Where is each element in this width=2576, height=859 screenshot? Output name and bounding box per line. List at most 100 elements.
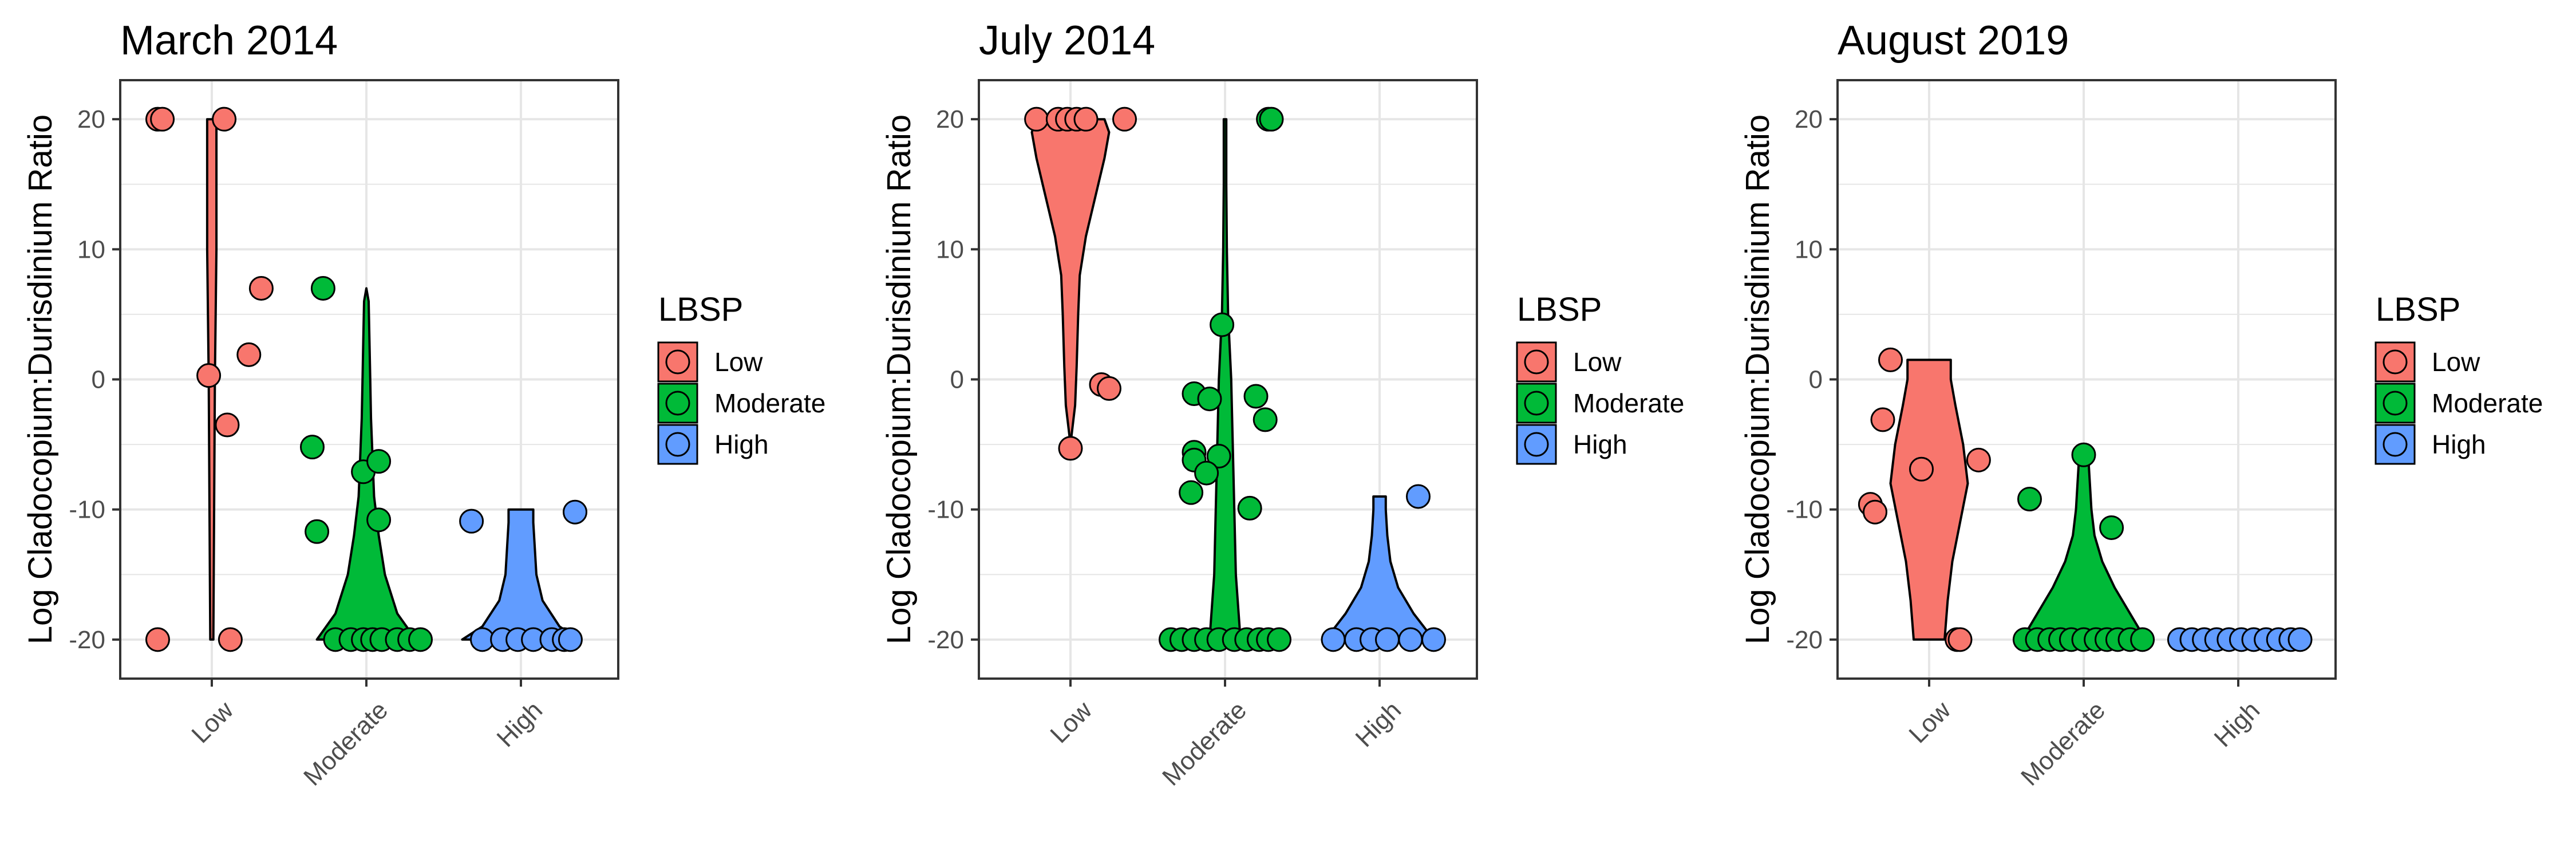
violin-low	[1889, 358, 1969, 641]
data-point-low	[1947, 627, 1973, 652]
data-point-high	[1375, 627, 1400, 652]
x-tick-label: Low	[1903, 696, 1956, 748]
data-point-moderate	[366, 449, 392, 474]
data-point-low	[1112, 107, 1137, 132]
legend-symbol-low	[2383, 349, 2408, 375]
y-tick-label: 0	[950, 366, 964, 394]
data-point-high	[1398, 627, 1423, 652]
data-point-low	[1909, 456, 1934, 482]
y-tick-label: -10	[69, 496, 105, 524]
chart-title: March 2014	[120, 18, 338, 64]
legend-symbol-high	[1524, 432, 1549, 457]
y-axis-label: Log Cladocopium:Durisdinium Ratio	[1739, 115, 1776, 644]
chart-panel-0: -20 -10 0 10 20 Low Moderate High March 2014 Log …	[22, 18, 825, 791]
y-tick-label: 10	[936, 235, 964, 263]
data-point-moderate	[2017, 487, 2042, 511]
violin-high	[1324, 495, 1435, 641]
legend-label: High	[2432, 430, 2486, 459]
data-point-low	[1058, 436, 1083, 461]
data-point-moderate	[1206, 444, 1231, 469]
y-tick-label: 10	[1795, 235, 1823, 263]
legend-label: Moderate	[1573, 388, 1684, 418]
data-point-moderate	[305, 519, 330, 544]
data-point-high	[563, 499, 587, 525]
data-point-low	[1870, 407, 1895, 432]
data-point-moderate	[1179, 480, 1204, 505]
data-point-high	[2287, 627, 2313, 652]
y-tick-label: -10	[927, 496, 964, 524]
data-point-moderate	[408, 627, 433, 652]
data-point-high	[1321, 627, 1346, 652]
y-axis-label: Log Cladocopium:Durisdinium Ratio	[22, 115, 59, 644]
data-point-moderate	[1259, 107, 1284, 132]
x-tick-label: Low	[186, 696, 239, 748]
y-tick-label: 20	[77, 105, 105, 133]
data-point-low	[1878, 347, 1903, 372]
x-tick-label: High	[491, 696, 548, 752]
legend-symbol-moderate	[2383, 391, 2408, 416]
data-point-moderate	[2099, 515, 2124, 540]
legend-label: High	[714, 430, 769, 459]
x-tick-label: High	[1350, 696, 1406, 752]
data-point-low	[1863, 499, 1887, 525]
legend-label: Low	[1573, 347, 1622, 377]
legend-symbol-high	[665, 432, 690, 457]
data-point-moderate	[1243, 384, 1269, 409]
data-point-low	[1024, 107, 1049, 132]
x-tick-label: Moderate	[2016, 696, 2111, 791]
legend-label: Low	[2432, 347, 2480, 377]
y-tick-label: 0	[1809, 366, 1823, 394]
data-point-low	[150, 107, 175, 132]
chart-panel-1: -20 -10 0 10 20 Low Moderate High July 2014 Log C…	[880, 18, 1684, 791]
data-point-low	[1097, 376, 1121, 401]
legend-label: Moderate	[2432, 388, 2543, 418]
data-point-low	[215, 412, 240, 438]
legend-title: LBSP	[1517, 291, 1602, 328]
data-point-moderate	[1253, 407, 1278, 432]
y-tick-label: -20	[927, 626, 964, 654]
data-point-low	[248, 275, 274, 301]
data-point-moderate	[1194, 460, 1219, 486]
legend-symbol-low	[665, 349, 690, 375]
data-point-low	[212, 107, 237, 132]
data-point-moderate	[366, 507, 392, 533]
data-point-high	[558, 627, 583, 652]
data-point-moderate	[1197, 387, 1222, 412]
data-point-moderate	[1210, 312, 1235, 337]
y-tick-label: 10	[77, 235, 105, 263]
legend-label: Low	[714, 347, 763, 377]
data-point-low	[236, 342, 262, 367]
chart-title: August 2019	[1838, 18, 2069, 64]
data-point-moderate	[1237, 495, 1262, 521]
legend-symbol-low	[1524, 349, 1549, 375]
data-point-moderate	[1267, 627, 1291, 652]
data-point-high	[1421, 627, 1446, 652]
legend-title: LBSP	[658, 291, 743, 328]
y-tick-label: -20	[69, 626, 105, 654]
data-point-low	[1966, 447, 1991, 472]
violin-moderate	[1208, 118, 1242, 641]
y-tick-label: 0	[92, 366, 105, 394]
y-tick-label: -20	[1786, 626, 1823, 654]
violin-high	[461, 508, 581, 641]
legend-title: LBSP	[2376, 291, 2460, 328]
legend-symbol-moderate	[665, 391, 690, 416]
data-point-moderate	[300, 435, 325, 460]
data-point-moderate	[2071, 442, 2096, 467]
y-tick-label: 20	[936, 105, 964, 133]
legend-symbol-moderate	[1524, 391, 1549, 416]
y-tick-label: 20	[1795, 105, 1823, 133]
data-point-low	[196, 363, 222, 388]
data-point-low	[1073, 107, 1099, 132]
x-tick-label: High	[2208, 696, 2265, 752]
data-point-high	[1406, 484, 1431, 509]
legend-label: Moderate	[714, 388, 825, 418]
x-tick-label: Low	[1045, 696, 1097, 748]
chart-title: July 2014	[979, 18, 1155, 64]
x-tick-label: Moderate	[298, 696, 393, 791]
legend-symbol-high	[2383, 432, 2408, 457]
y-tick-label: -10	[1786, 496, 1823, 524]
data-point-low	[145, 627, 170, 652]
y-axis-label: Log Cladocopium:Durisdinium Ratio	[880, 115, 918, 644]
